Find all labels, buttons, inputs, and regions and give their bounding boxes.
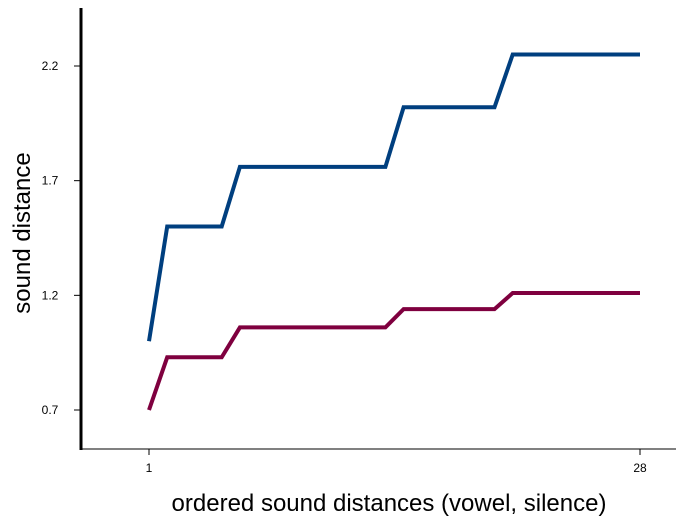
series-group [147, 52, 640, 411]
x-tick-label: 28 [633, 461, 647, 475]
series-line-1 [147, 52, 640, 342]
y-tick-label: 1.7 [42, 174, 59, 188]
axes [79, 8, 676, 450]
y-axis-title: sound distance [9, 152, 36, 313]
y-tick-label: 0.7 [42, 403, 59, 417]
y-tick-label: 1.2 [42, 288, 59, 302]
ticks: 0.7 1.2 1.7 2.2 1 28 [42, 59, 647, 475]
y-tick-label: 2.2 [42, 59, 59, 73]
x-axis-title: ordered sound distances (vowel, silence) [172, 490, 607, 517]
x-tick-label: 1 [146, 461, 153, 475]
series-line-2 [147, 291, 640, 411]
